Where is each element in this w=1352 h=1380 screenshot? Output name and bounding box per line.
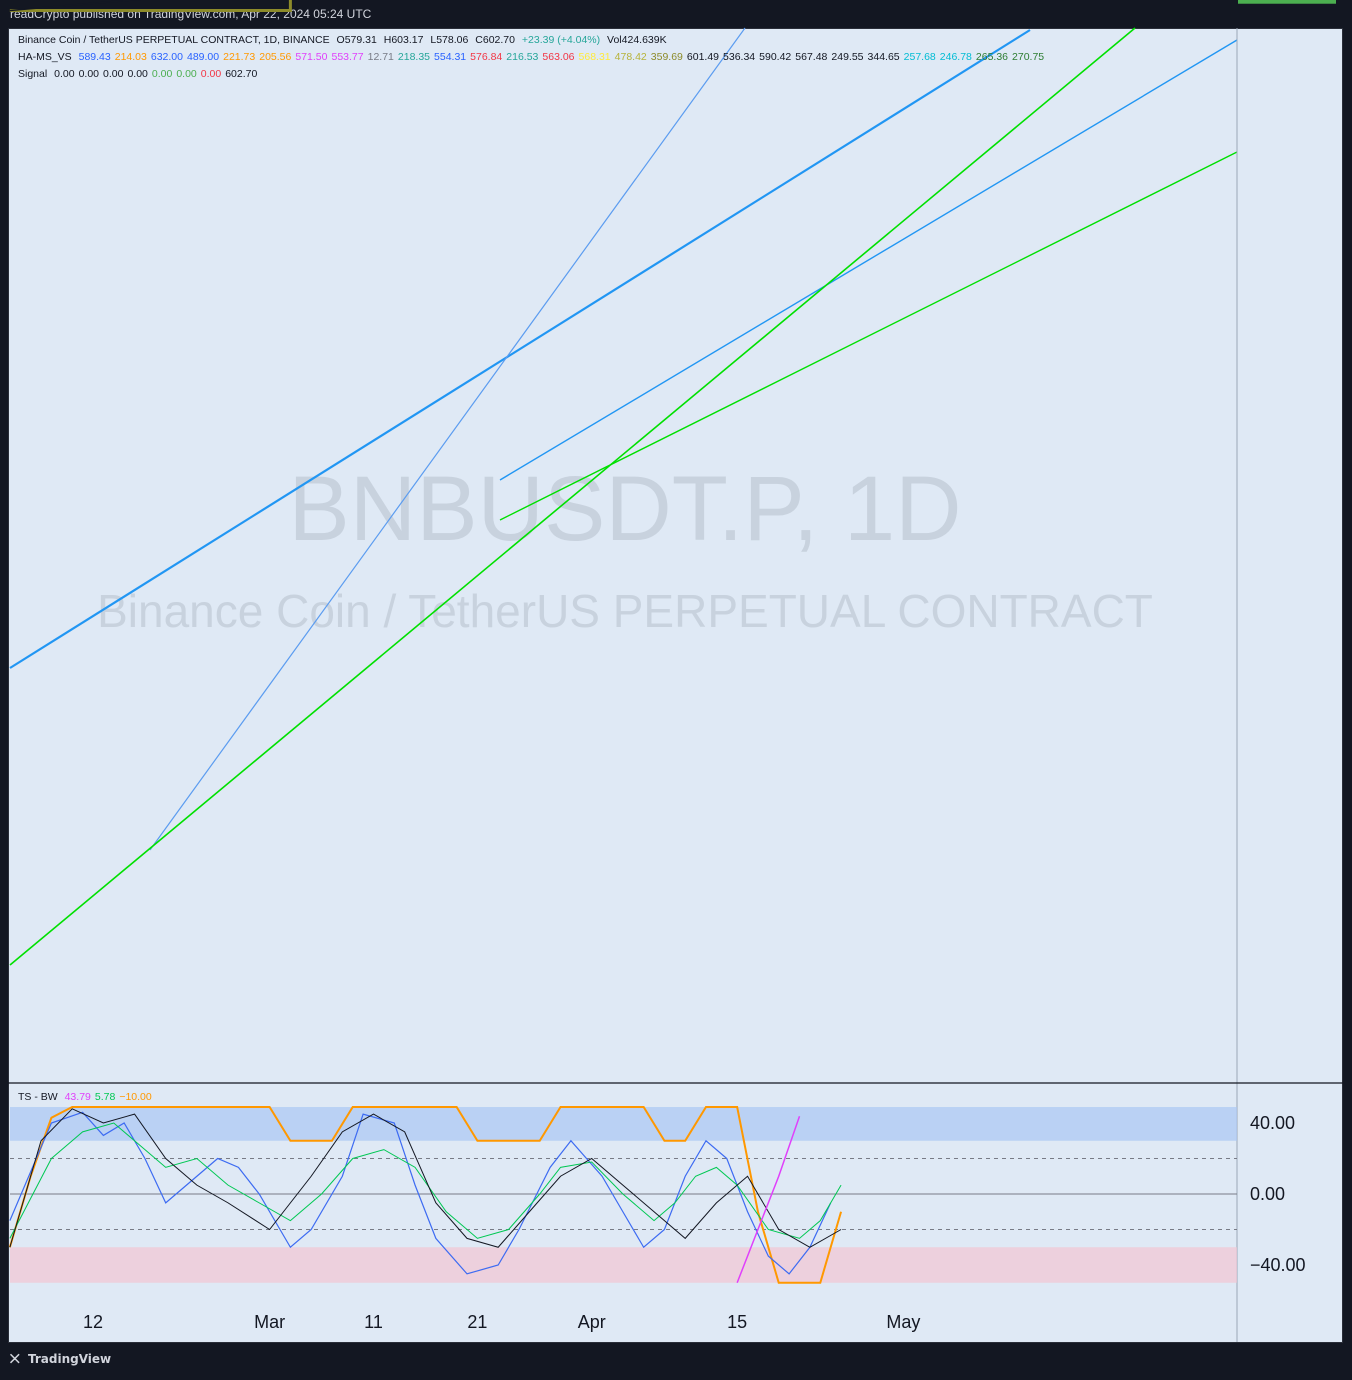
date-tick-label: 11: [364, 1312, 383, 1332]
legend-ha-ms-value: 554.31: [434, 51, 467, 63]
oscillator-green-line: [9, 1122, 842, 1239]
legend-ha-ms-value: 216.53: [506, 51, 539, 63]
oscillator-tick-label: −40.00: [1250, 1255, 1306, 1275]
price-badge-label: 283.31: [1250, 0, 1309, 2]
legend-ha-ms-value: 563.06: [542, 51, 575, 63]
legend-signal-value: 0.00: [151, 68, 173, 80]
legend-oscillator-label: TS - BW: [18, 1091, 58, 1103]
legend-oscillator-line: TS - BW 43.79 5.78 −10.00: [18, 1091, 156, 1103]
legend-signal-value: 602.70: [225, 68, 258, 80]
legend-ha-ms-value: 359.69: [650, 51, 683, 63]
price-badge: [1238, 0, 1336, 4]
legend-change: +23.39 (+4.04%): [521, 34, 601, 46]
olive-step-line: [9, 0, 292, 12]
legend-signal-value: 0.00: [200, 68, 222, 80]
dark-trail-line: [9, 0, 142, 12]
legend-ha-ms-value: 601.49: [686, 51, 720, 63]
legend-signal-value: 0.00: [103, 68, 124, 80]
watermark-name: Binance Coin / TetherUS PERPETUAL CONTRA…: [97, 585, 1153, 637]
legend-ha-ms-value: 214.03: [114, 51, 147, 63]
legend-volume: Vol424.639K: [607, 34, 667, 46]
trend-line: [499, 151, 1238, 521]
legend-ha-ms-value: 218.35: [397, 51, 431, 63]
trend-line: [499, 39, 1238, 481]
oscillator-signal-line: [9, 1108, 842, 1248]
legend-title-line: Binance Coin / TetherUS PERPETUAL CONTRA…: [18, 34, 671, 46]
legend-ha-ms-value: 571.50: [295, 51, 328, 63]
legend-signal-value: 0.00: [54, 68, 75, 80]
date-tick-label: 12: [83, 1312, 103, 1332]
legend-ha-ms-value: 536.34: [723, 51, 756, 63]
date-tick-label: May: [886, 1312, 920, 1332]
legend-open: O579.31: [336, 34, 377, 46]
oscillator-oversold-zone: [10, 1247, 1237, 1283]
legend-ha-ms-value: 553.77: [331, 51, 364, 63]
legend-ha-ms-value: 249.55: [831, 51, 864, 63]
oscillator-tick-label: 0.00: [1250, 1184, 1285, 1204]
legend-ha-ms-value: 205.56: [259, 51, 292, 63]
legend-ha-ms-value: 257.68: [903, 51, 936, 63]
legend-ha-ms-value: 221.73: [223, 51, 256, 63]
price-chart[interactable]: BNBUSDT.P, 1D Binance Coin / TetherUS PER…: [0, 0, 1352, 1345]
legend-signal-label: Signal: [18, 68, 48, 80]
legend-signal-value: 0.00: [176, 68, 197, 80]
legend-ha-ms-value: 12.71: [367, 51, 394, 63]
legend-ha-ms-value: 589.43: [78, 51, 111, 63]
legend-ha-ms-value: 265.36: [975, 51, 1009, 63]
legend-ha-ms-line: HA-MS_VS 589.43 214.03 632.00 489.00 221.73 2…: [18, 51, 1048, 63]
legend-ha-ms-value: 632.00: [150, 51, 183, 63]
trend-line: [9, 27, 1136, 966]
oscillator-magenta-line: [736, 1116, 801, 1284]
legend-ha-ms-value: 568.31: [578, 51, 611, 63]
date-tick-label: 21: [467, 1312, 487, 1332]
legend-ha-ms-value: 246.78: [939, 51, 972, 63]
legend-signal-line: Signal 0.00 0.00 0.00 0.00 0.00 0.00 0.00 602.7…: [18, 68, 261, 80]
date-tick-label: Mar: [254, 1312, 285, 1332]
watermark-symbol: BNBUSDT.P, 1D: [288, 458, 961, 560]
legend-ha-ms-value: 344.65: [867, 51, 900, 63]
legend-ha-ms-value: 590.42: [759, 51, 792, 63]
legend-ha-ms-value: 489.00: [186, 51, 220, 63]
legend-symbol: Binance Coin / TetherUS PERPETUAL CONTRA…: [18, 34, 330, 46]
oscillator-orange-line: [8, 1106, 843, 1284]
legend-close: C602.70: [475, 34, 515, 46]
legend-ha-ms-value: 270.75: [1012, 51, 1045, 63]
oscillator-tick-label: 40.00: [1250, 1113, 1295, 1133]
legend-oscillator-value: −10.00: [119, 1091, 152, 1103]
legend-signal-value: 0.00: [78, 68, 99, 80]
trend-line: [149, 27, 746, 851]
tradingview-brand[interactable]: ⨉ TradingView: [10, 1352, 112, 1366]
legend-oscillator-value: 5.78: [94, 1091, 116, 1103]
oscillator-overbought-zone: [10, 1107, 1237, 1141]
legend-signal-value: 0.00: [127, 68, 148, 80]
legend-low: L578.06: [430, 34, 469, 46]
legend-high: H603.17: [383, 34, 424, 46]
tradingview-logo-icon: ⨉: [10, 1352, 20, 1366]
legend-oscillator-value: 43.79: [64, 1091, 91, 1103]
date-tick-label: Apr: [578, 1312, 606, 1332]
legend-ha-ms-label: HA-MS_VS: [18, 51, 72, 63]
legend-ha-ms-value: 567.48: [795, 51, 828, 63]
date-tick-label: 15: [727, 1312, 747, 1332]
trend-line: [9, 29, 1031, 669]
legend-ha-ms-value: 478.42: [614, 51, 647, 63]
oscillator-blue-line: [9, 1111, 832, 1275]
legend-ha-ms-value: 576.84: [470, 51, 503, 63]
